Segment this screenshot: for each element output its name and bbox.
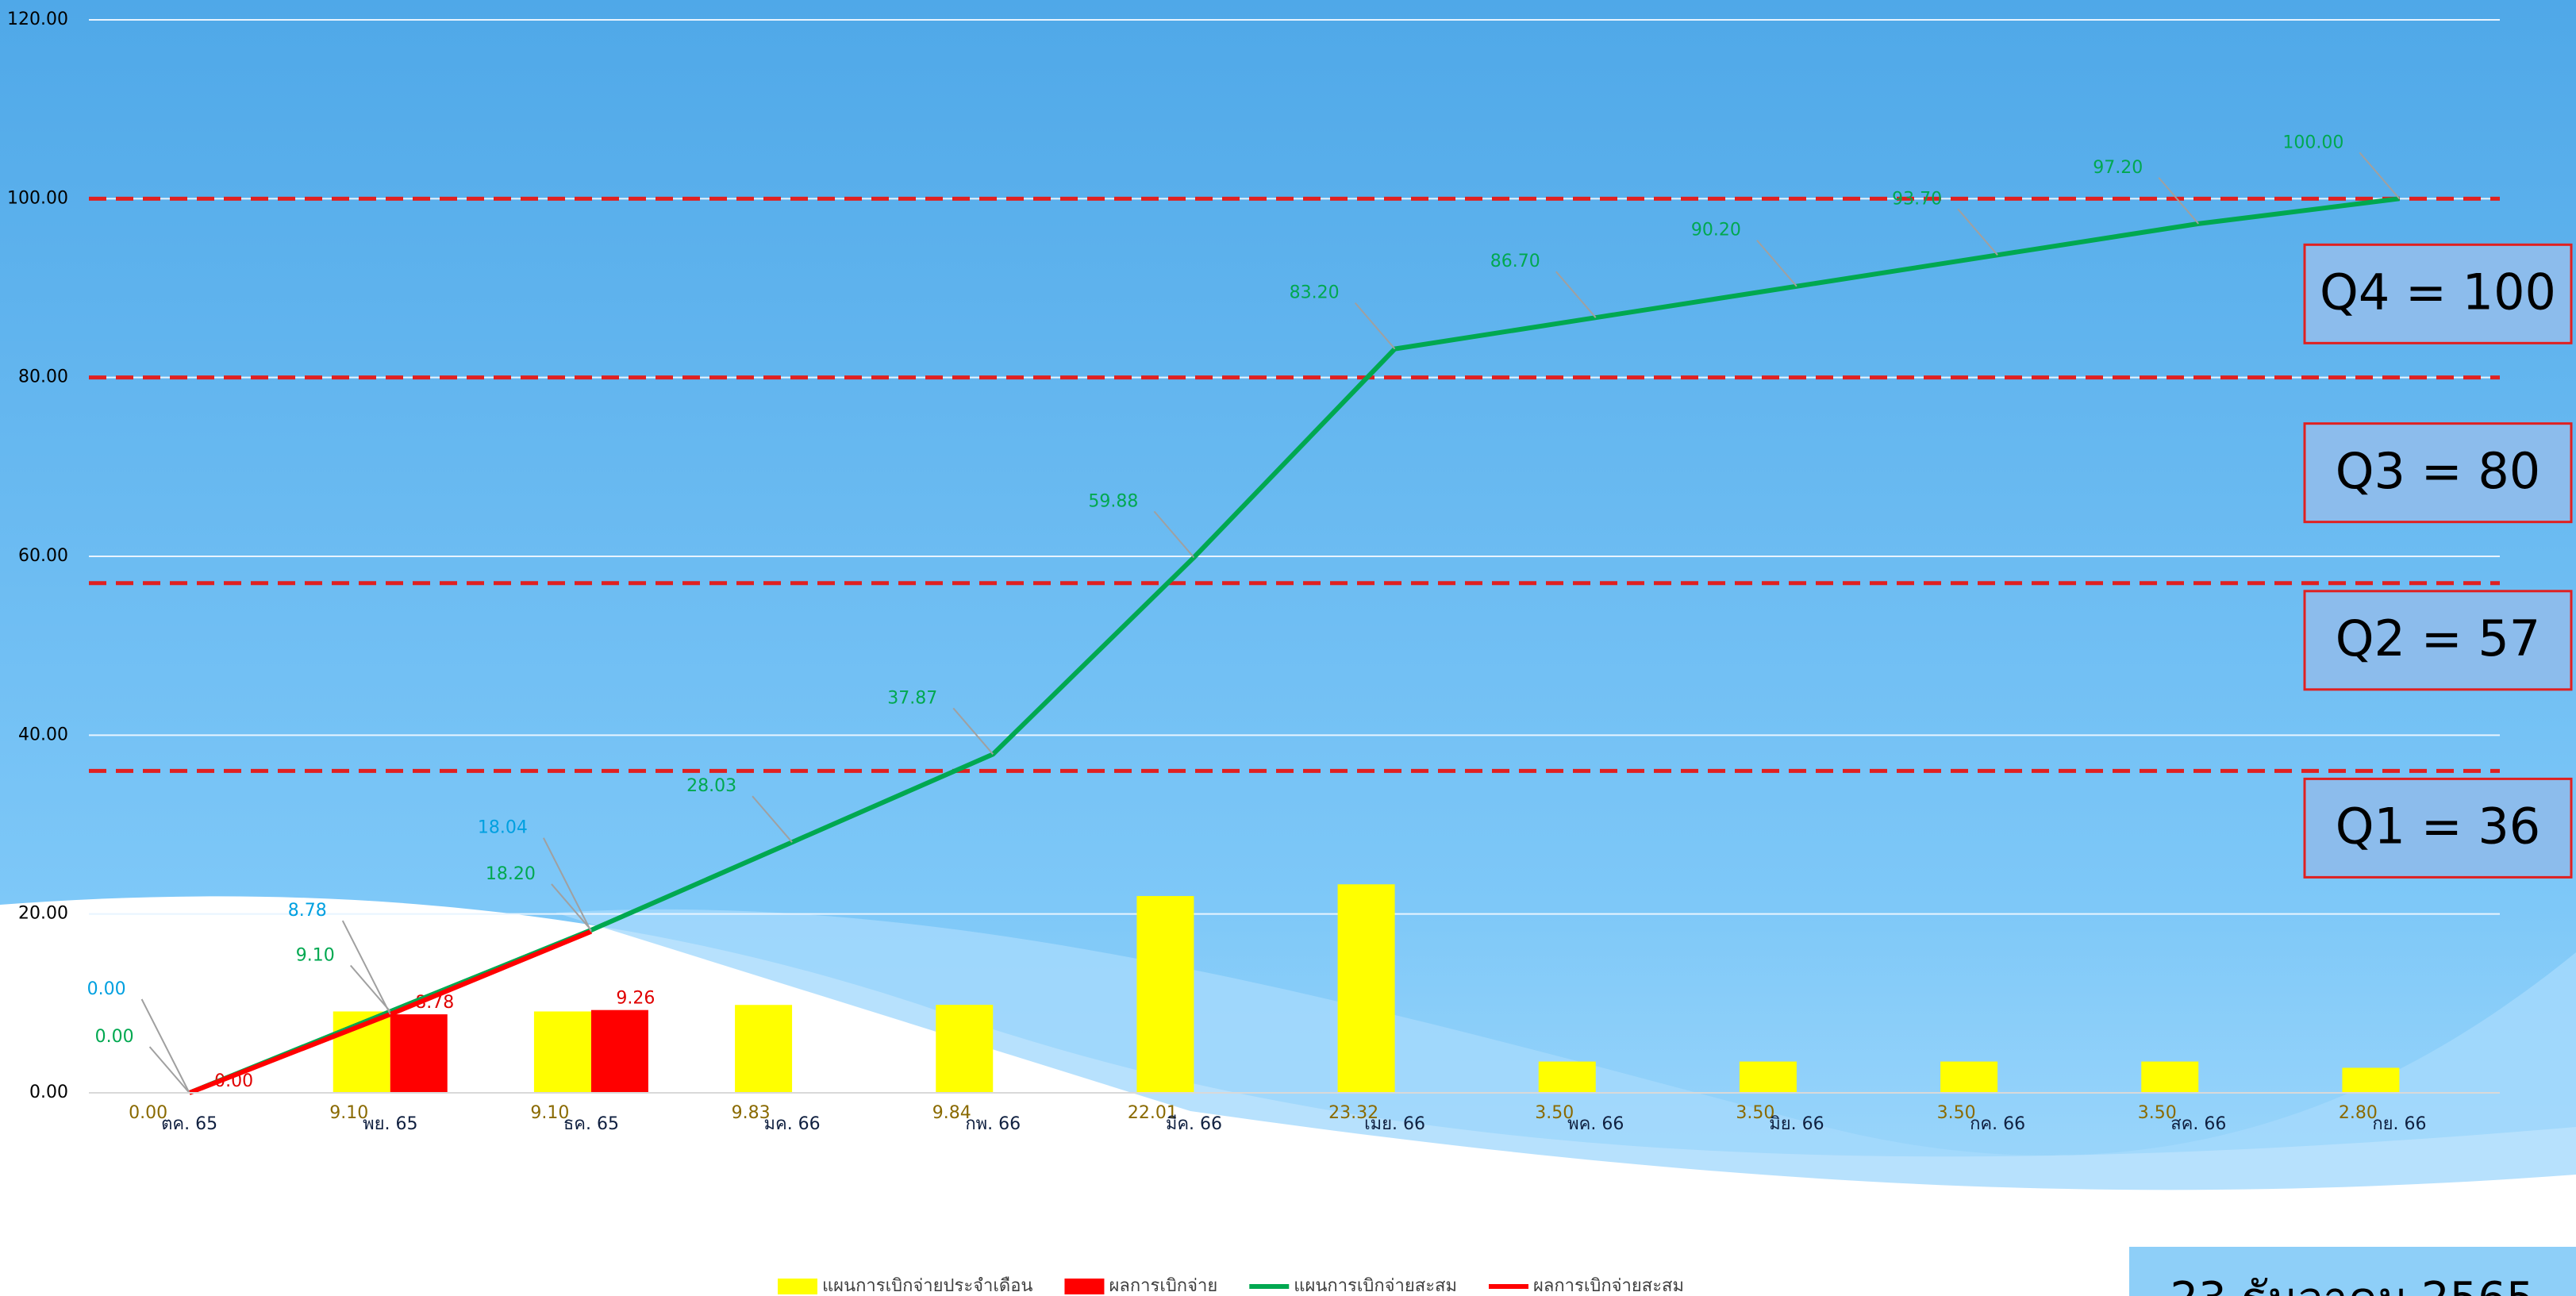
date-box [2129,1247,2576,1296]
wave [0,896,2576,1296]
bar [1337,884,1395,1093]
data-label: 90.20 [1691,221,1741,240]
data-label: 3.50 [1736,1103,1774,1123]
bar [390,1014,448,1093]
bar [533,1011,591,1093]
bar [1739,1061,1797,1093]
data-label: 9.10 [530,1103,569,1123]
leader-line [341,920,391,1015]
data-label: 83.20 [1290,283,1340,303]
x-tick-label: ตค. 65 [161,1114,217,1134]
data-label: 9.83 [732,1103,771,1123]
data-label: 9.10 [296,945,335,965]
leader-line [2359,152,2401,199]
target-label: Q4 = 100 [2320,263,2556,321]
x-tick-label: พย. 65 [363,1114,417,1134]
bar [735,1005,793,1093]
target-label: Q3 = 80 [2336,442,2541,500]
leader-line [1555,271,1597,318]
leader-line [1153,510,1195,559]
x-tick-label: มค. 66 [763,1114,820,1134]
leader-line [543,837,592,933]
data-label: 0.00 [95,1027,134,1047]
target-box [2303,777,2573,879]
y-tick-label: 0.00 [29,1083,68,1102]
x-tick-label: มีค. 66 [1166,1114,1222,1134]
bar [590,1009,648,1093]
leader-line [140,998,190,1094]
x-tick-label: พค. 66 [1567,1114,1624,1134]
x-tick-label: สค. 66 [2170,1114,2226,1134]
y-tick-label: 60.00 [18,546,68,566]
x-tick-label: มิย. 66 [1769,1114,1824,1134]
data-label: 86.70 [1490,252,1540,271]
leader-line [1756,240,1797,287]
data-label: 93.70 [1892,189,1942,209]
data-label: 23.32 [1328,1103,1378,1123]
legend-label: แผนการเบิกจ่ายสะสม [1294,1276,1457,1296]
data-label: 22.01 [1128,1103,1178,1123]
data-label: 18.20 [486,864,536,884]
bar [936,1005,994,1093]
leader-line [551,883,592,931]
data-label: 9.26 [616,989,655,1009]
data-label: 0.00 [87,979,126,999]
data-label: 8.78 [288,901,327,921]
x-tick-label: กค. 66 [1970,1114,2025,1134]
leader-line [148,1046,190,1094]
data-label: 100.00 [2282,133,2343,152]
y-tick-label: 20.00 [18,904,68,924]
bar [2141,1061,2199,1093]
data-label: 59.88 [1088,491,1138,511]
leader-line [2158,177,2200,225]
legend-label: ผลการเบิกจ่าย [1109,1276,1217,1296]
bar [1136,896,1194,1093]
target-label: Q2 = 57 [2336,610,2541,667]
data-label: 28.03 [686,776,736,796]
leader-line [752,795,793,843]
leader-line [349,964,391,1013]
leader-line [1354,302,1396,350]
y-tick-label: 100.00 [7,188,68,208]
legend-label: แผนการเบิกจ่ายประจำเดือน [822,1276,1032,1296]
data-label: 3.50 [1535,1103,1574,1123]
data-label: 0.00 [129,1103,167,1123]
data-label: 18.04 [478,818,528,838]
data-label: 9.84 [932,1103,971,1123]
line [188,929,593,1095]
target-box [2303,590,2573,691]
data-label: 9.10 [329,1103,368,1123]
legend-swatch [778,1279,817,1294]
legend-label: ผลการเบิกจ่ายสะสม [1533,1276,1684,1296]
target-box [2303,243,2573,344]
legend-swatch [1064,1279,1105,1294]
x-tick-label: กพ. 66 [965,1114,1021,1134]
y-tick-label: 120.00 [7,10,68,29]
bar [1940,1061,1998,1093]
target-label: Q1 = 36 [2336,797,2541,855]
data-label: 97.20 [2093,158,2143,178]
data-label: 3.50 [2138,1103,2177,1123]
leader-line [1957,208,1998,256]
data-label: 2.80 [2339,1103,2378,1123]
y-tick-label: 40.00 [18,725,68,744]
wave [556,909,2576,1190]
x-tick-label: เมย. 66 [1364,1114,1425,1134]
x-tick-label: กย. 66 [2372,1114,2426,1134]
date: 23 ธันวาคม 2565 [2170,1273,2534,1296]
leader-line [952,707,994,755]
bar [1538,1061,1596,1093]
x-tick-label: ธค. 65 [563,1114,619,1134]
target-box [2303,422,2573,524]
bar [2342,1067,2400,1093]
y-tick-label: 80.00 [18,367,68,387]
data-label: 3.50 [1937,1103,1976,1123]
data-label: 37.87 [887,688,937,708]
